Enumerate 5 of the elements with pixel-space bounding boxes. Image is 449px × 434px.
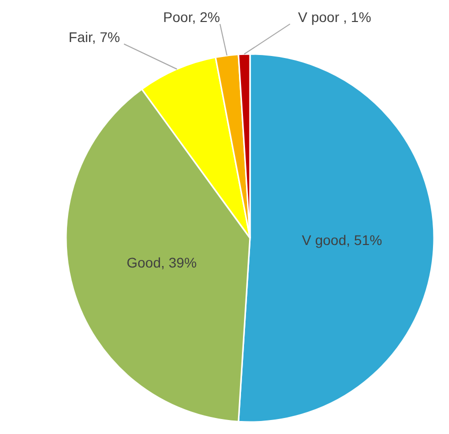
- slice-label: V good, 51%: [302, 232, 382, 248]
- slice-label: Good, 39%: [126, 254, 197, 271]
- slice-label: Fair, 7%: [68, 29, 120, 45]
- slice-label: Poor, 2%: [163, 9, 220, 25]
- slice-label: V poor , 1%: [298, 9, 372, 25]
